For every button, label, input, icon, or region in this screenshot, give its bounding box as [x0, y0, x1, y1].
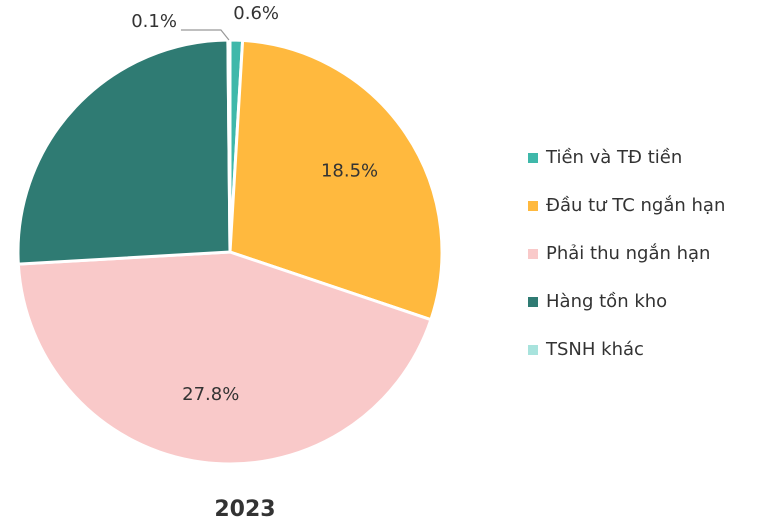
data-label: 0.1% [131, 11, 177, 32]
legend-label: Hàng tồn kho [546, 291, 667, 312]
chart-title: 2023 [214, 497, 275, 522]
data-label: 0.6% [233, 3, 279, 24]
data-label: 27.8% [182, 384, 239, 405]
legend-swatch [528, 153, 538, 163]
legend-swatch [528, 345, 538, 355]
leader-line [180, 29, 230, 41]
pie-slice [16, 38, 232, 266]
legend-swatch [528, 249, 538, 259]
pie-slice [16, 250, 433, 466]
legend-swatch [528, 297, 538, 307]
data-label: 18.5% [321, 160, 378, 181]
pie-slice [228, 38, 444, 322]
legend-swatch [528, 201, 538, 211]
legend-label: TSNH khác [545, 339, 644, 360]
legend-label: Tiền và TĐ tiền [545, 147, 682, 168]
legend-label: Đầu tư TC ngắn hạn [546, 195, 725, 216]
pie-slice [226, 38, 232, 253]
legend-label: Phải thu ngắn hạn [546, 243, 710, 264]
